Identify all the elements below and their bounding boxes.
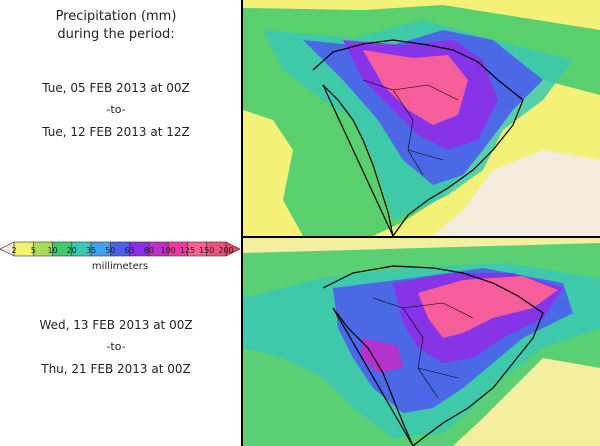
colorbar-tick-labels: 2 5 10 20 35 50 65 80 100 125 150 200: [0, 246, 240, 258]
colorbar-tick-label: 100: [160, 246, 176, 255]
colorbar-tick-label: 2: [11, 246, 17, 255]
map-period-2: [243, 238, 600, 446]
period-1-end: Tue, 12 FEB 2013 at 12Z: [42, 125, 190, 139]
colorbar-tick-label: 125: [179, 246, 196, 255]
colorbar-tick-label: 20: [66, 246, 77, 255]
map-period-1: [243, 0, 600, 236]
map-1-pink-region: [363, 50, 468, 125]
period-1-start: Tue, 05 FEB 2013 at 00Z: [42, 81, 190, 95]
map-1-coastline: [312, 39, 524, 236]
map-2-magenta-region: [361, 338, 403, 373]
colorbar-tick-label: 35: [85, 246, 97, 255]
title-line-2: during the period:: [57, 27, 175, 42]
map-2-pink-region: [418, 276, 558, 338]
map-2-borders: [372, 297, 474, 399]
period-1-label: Tue, 05 FEB 2013 at 00Z -to- Tue, 12 FEB…: [0, 77, 232, 143]
chart-title: Precipitation (mm) during the period:: [0, 8, 232, 44]
map-1-borders: [362, 79, 459, 176]
period-1-separator: -to-: [106, 103, 126, 116]
colorbar-tick-label: 150: [199, 246, 215, 255]
map-left-border: [241, 0, 243, 446]
period-2-label: Wed, 13 FEB 2013 at 00Z -to- Thu, 21 FEB…: [0, 314, 232, 380]
period-2-start: Wed, 13 FEB 2013 at 00Z: [39, 318, 193, 332]
map-divider: [241, 236, 600, 238]
colorbar-tick-label: 5: [30, 246, 36, 255]
title-line-1: Precipitation (mm): [55, 9, 177, 24]
colorbar-units: millimeters: [91, 261, 149, 272]
colorbar-tick-label: 200: [218, 246, 234, 255]
colorbar-tick-label: 50: [105, 246, 116, 255]
colorbar-arrow-right: [225, 241, 240, 257]
colorbar-tick-label: 80: [143, 246, 154, 255]
map-2-coastline: [322, 265, 544, 446]
period-2-separator: -to-: [106, 340, 126, 353]
colorbar: [0, 241, 240, 257]
colorbar-tick-label: 10: [47, 246, 58, 255]
colorbar-tick-label: 65: [124, 246, 135, 255]
period-2-end: Thu, 21 FEB 2013 at 00Z: [41, 362, 191, 376]
